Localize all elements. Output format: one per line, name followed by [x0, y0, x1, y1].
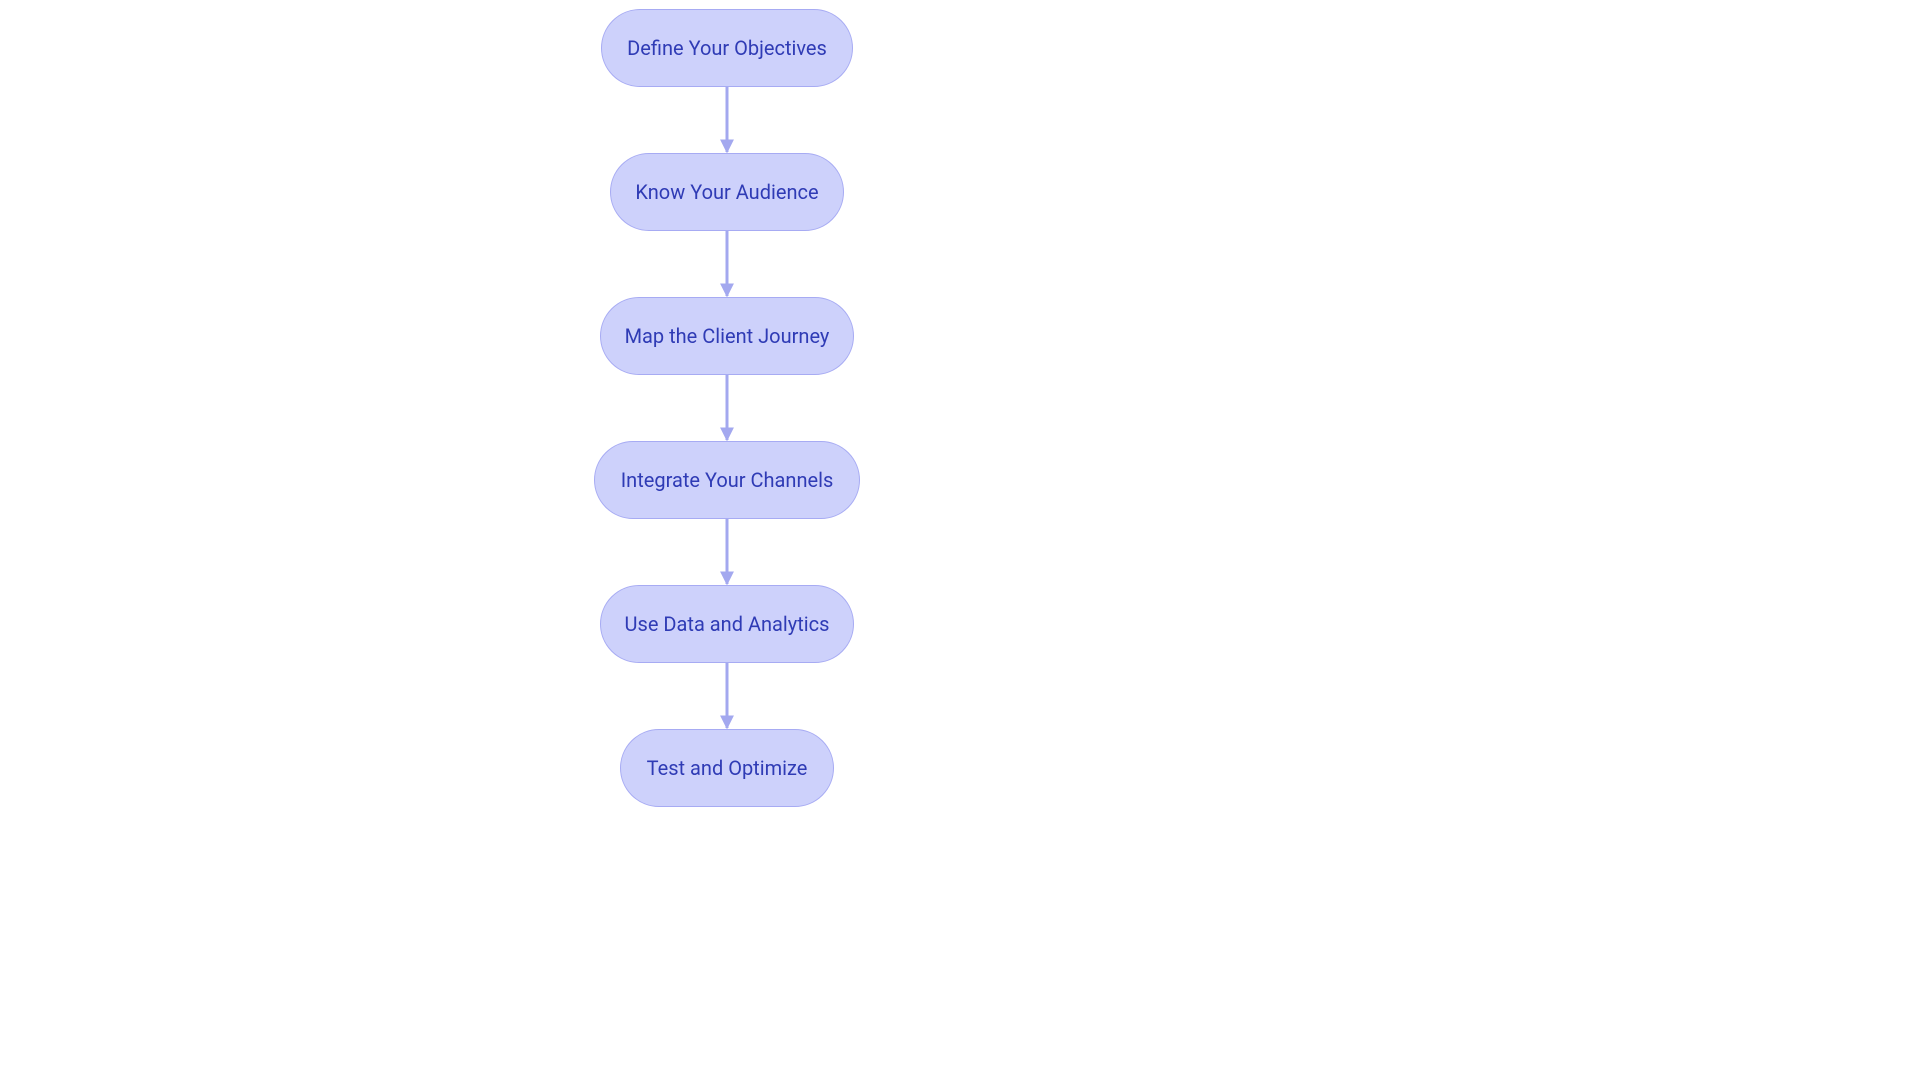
- flowchart-edges: [0, 0, 1920, 1083]
- flowchart-node-label: Use Data and Analytics: [625, 612, 830, 636]
- flowchart-node-label: Test and Optimize: [647, 756, 808, 780]
- flowchart-node-label: Integrate Your Channels: [621, 468, 834, 492]
- flowchart-node: Use Data and Analytics: [600, 585, 854, 663]
- flowchart-node: Define Your Objectives: [601, 9, 853, 87]
- flowchart-node-label: Know Your Audience: [635, 180, 818, 204]
- flowchart-node-label: Map the Client Journey: [625, 324, 830, 348]
- flowchart-canvas: Define Your Objectives Know Your Audience…: [0, 0, 1920, 1083]
- flowchart-node: Integrate Your Channels: [594, 441, 860, 519]
- flowchart-node-label: Define Your Objectives: [627, 36, 827, 60]
- flowchart-node: Test and Optimize: [620, 729, 834, 807]
- flowchart-node: Know Your Audience: [610, 153, 844, 231]
- flowchart-node: Map the Client Journey: [600, 297, 854, 375]
